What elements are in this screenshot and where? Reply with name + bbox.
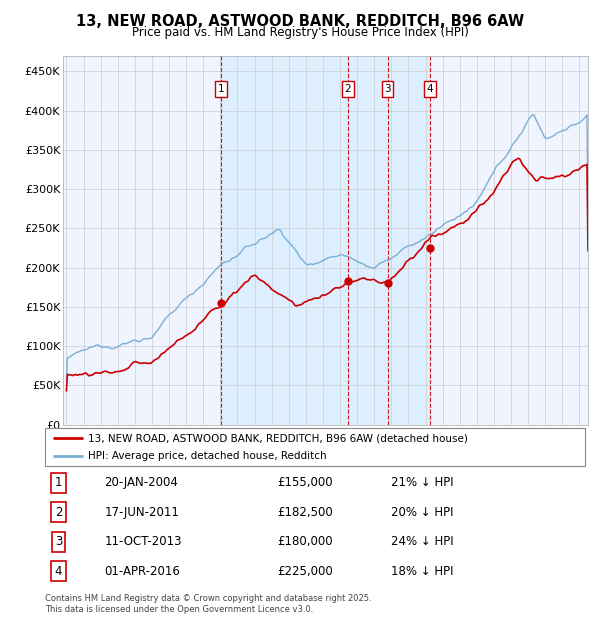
- Text: 1: 1: [218, 84, 224, 94]
- Text: 3: 3: [55, 535, 62, 548]
- Text: 20% ↓ HPI: 20% ↓ HPI: [391, 506, 453, 519]
- Text: 20-JAN-2004: 20-JAN-2004: [104, 476, 178, 489]
- Text: £225,000: £225,000: [277, 565, 333, 578]
- Text: 3: 3: [384, 84, 391, 94]
- Text: 11-OCT-2013: 11-OCT-2013: [104, 535, 182, 548]
- Text: Contains HM Land Registry data © Crown copyright and database right 2025.
This d: Contains HM Land Registry data © Crown c…: [45, 595, 371, 614]
- Text: 4: 4: [427, 84, 433, 94]
- Text: 01-APR-2016: 01-APR-2016: [104, 565, 180, 578]
- Text: 1: 1: [55, 476, 62, 489]
- Text: 13, NEW ROAD, ASTWOOD BANK, REDDITCH, B96 6AW: 13, NEW ROAD, ASTWOOD BANK, REDDITCH, B9…: [76, 14, 524, 29]
- Text: 2: 2: [344, 84, 351, 94]
- Text: 18% ↓ HPI: 18% ↓ HPI: [391, 565, 453, 578]
- Text: £180,000: £180,000: [277, 535, 333, 548]
- Text: 2: 2: [55, 506, 62, 519]
- Text: £182,500: £182,500: [277, 506, 333, 519]
- Text: Price paid vs. HM Land Registry's House Price Index (HPI): Price paid vs. HM Land Registry's House …: [131, 26, 469, 39]
- FancyBboxPatch shape: [45, 428, 585, 466]
- Text: £155,000: £155,000: [277, 476, 333, 489]
- Text: 24% ↓ HPI: 24% ↓ HPI: [391, 535, 453, 548]
- Text: 4: 4: [55, 565, 62, 578]
- Bar: [221, 56, 430, 425]
- Text: 21% ↓ HPI: 21% ↓ HPI: [391, 476, 453, 489]
- Text: 13, NEW ROAD, ASTWOOD BANK, REDDITCH, B96 6AW (detached house): 13, NEW ROAD, ASTWOOD BANK, REDDITCH, B9…: [88, 433, 468, 443]
- Text: HPI: Average price, detached house, Redditch: HPI: Average price, detached house, Redd…: [88, 451, 327, 461]
- Text: 17-JUN-2011: 17-JUN-2011: [104, 506, 179, 519]
